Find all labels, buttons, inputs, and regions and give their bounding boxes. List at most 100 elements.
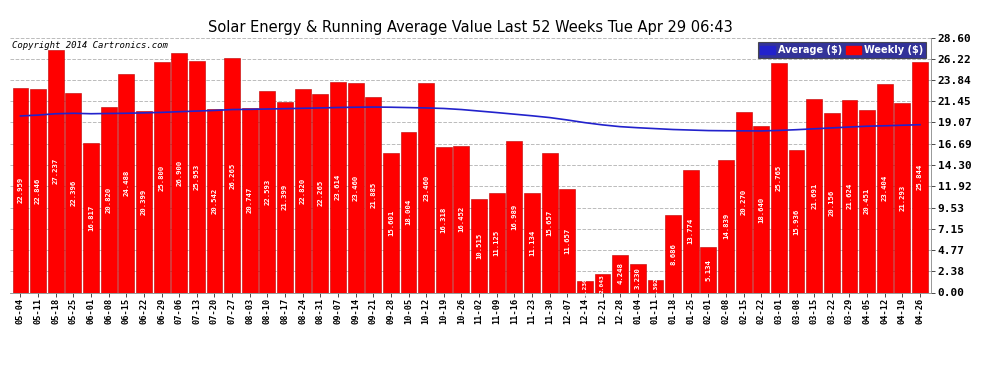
Bar xyxy=(842,100,857,292)
Text: 20.747: 20.747 xyxy=(247,187,252,213)
Bar xyxy=(365,98,381,292)
Bar xyxy=(83,142,99,292)
Bar xyxy=(330,82,346,292)
Text: 23.460: 23.460 xyxy=(352,175,358,201)
Text: 20.542: 20.542 xyxy=(212,188,218,214)
Bar xyxy=(171,53,187,292)
Text: 26.265: 26.265 xyxy=(229,162,236,189)
Bar xyxy=(771,63,787,292)
Text: 25.800: 25.800 xyxy=(158,164,164,190)
Bar xyxy=(347,83,363,292)
Bar xyxy=(471,199,487,292)
Bar xyxy=(295,89,311,292)
Text: 1.236: 1.236 xyxy=(582,278,587,296)
Text: 22.396: 22.396 xyxy=(70,180,76,206)
Text: 25.765: 25.765 xyxy=(776,165,782,191)
Bar xyxy=(13,88,29,292)
Text: 11.134: 11.134 xyxy=(529,230,535,256)
Bar xyxy=(489,193,505,292)
Text: 20.156: 20.156 xyxy=(829,189,835,216)
Bar xyxy=(136,111,151,292)
Text: 22.959: 22.959 xyxy=(18,177,24,203)
Bar xyxy=(507,141,523,292)
Bar xyxy=(789,150,805,292)
Bar xyxy=(736,112,751,292)
Bar xyxy=(894,103,911,292)
Bar xyxy=(418,83,434,292)
Bar xyxy=(753,126,769,292)
Text: 11.125: 11.125 xyxy=(494,230,500,256)
Bar xyxy=(277,102,293,292)
Text: 13.774: 13.774 xyxy=(688,218,694,244)
Bar xyxy=(30,89,47,292)
Bar xyxy=(119,74,135,292)
Bar xyxy=(259,91,275,292)
Text: 4.248: 4.248 xyxy=(617,262,623,285)
Bar xyxy=(313,94,329,292)
Text: 16.817: 16.817 xyxy=(88,204,94,231)
Bar xyxy=(859,110,875,292)
Text: 18.004: 18.004 xyxy=(406,199,412,225)
Text: 25.953: 25.953 xyxy=(194,164,200,190)
Text: 15.936: 15.936 xyxy=(794,209,800,235)
Bar xyxy=(542,153,557,292)
Bar xyxy=(101,107,117,292)
Bar xyxy=(153,63,169,292)
Legend: Average ($), Weekly ($): Average ($), Weekly ($) xyxy=(757,42,926,58)
Bar xyxy=(577,282,593,292)
Bar xyxy=(207,110,223,292)
Text: 27.237: 27.237 xyxy=(52,158,58,184)
Text: 18.640: 18.640 xyxy=(758,196,764,222)
Text: 22.265: 22.265 xyxy=(318,180,324,206)
Bar xyxy=(48,50,63,292)
Bar xyxy=(877,84,893,292)
Bar xyxy=(242,108,257,292)
Bar xyxy=(65,93,81,292)
Bar xyxy=(595,274,611,292)
Text: 24.488: 24.488 xyxy=(124,170,130,196)
Bar xyxy=(224,58,240,292)
Text: 22.820: 22.820 xyxy=(300,178,306,204)
Text: 25.844: 25.844 xyxy=(917,164,923,190)
Text: 16.318: 16.318 xyxy=(441,207,446,233)
Text: 14.839: 14.839 xyxy=(723,213,729,240)
Text: 5.134: 5.134 xyxy=(705,259,712,280)
Text: 15.657: 15.657 xyxy=(546,210,552,236)
Text: Copyright 2014 Cartronics.com: Copyright 2014 Cartronics.com xyxy=(12,41,167,50)
Text: 11.657: 11.657 xyxy=(564,227,570,254)
Text: 1.392: 1.392 xyxy=(653,277,658,296)
Bar xyxy=(912,62,928,292)
Bar xyxy=(383,153,399,292)
Text: 22.846: 22.846 xyxy=(35,177,42,204)
Bar xyxy=(630,264,645,292)
Bar xyxy=(559,189,575,292)
Text: 2.043: 2.043 xyxy=(600,274,605,293)
Text: 22.593: 22.593 xyxy=(264,178,270,205)
Bar xyxy=(436,147,451,292)
Bar xyxy=(806,99,822,292)
Title: Solar Energy & Running Average Value Last 52 Weeks Tue Apr 29 06:43: Solar Energy & Running Average Value Las… xyxy=(208,20,733,35)
Bar xyxy=(524,193,540,292)
Text: 20.270: 20.270 xyxy=(741,189,746,215)
Text: 21.624: 21.624 xyxy=(846,183,852,209)
Text: 16.989: 16.989 xyxy=(512,204,518,230)
Bar xyxy=(189,61,205,292)
Bar xyxy=(683,170,699,292)
Text: 20.399: 20.399 xyxy=(141,188,147,214)
Bar xyxy=(665,215,681,292)
Text: 15.601: 15.601 xyxy=(388,210,394,236)
Text: 8.686: 8.686 xyxy=(670,243,676,265)
Text: 21.691: 21.691 xyxy=(811,183,817,209)
Text: 21.293: 21.293 xyxy=(899,184,906,211)
Text: 16.452: 16.452 xyxy=(458,206,464,232)
Bar xyxy=(401,132,417,292)
Text: 20.820: 20.820 xyxy=(106,186,112,213)
Text: 20.451: 20.451 xyxy=(864,188,870,214)
Text: 3.230: 3.230 xyxy=(635,267,641,289)
Text: 21.399: 21.399 xyxy=(282,184,288,210)
Text: 10.515: 10.515 xyxy=(476,232,482,259)
Text: 23.460: 23.460 xyxy=(423,175,429,201)
Text: 23.614: 23.614 xyxy=(335,174,341,200)
Bar xyxy=(647,280,663,292)
Bar xyxy=(453,146,469,292)
